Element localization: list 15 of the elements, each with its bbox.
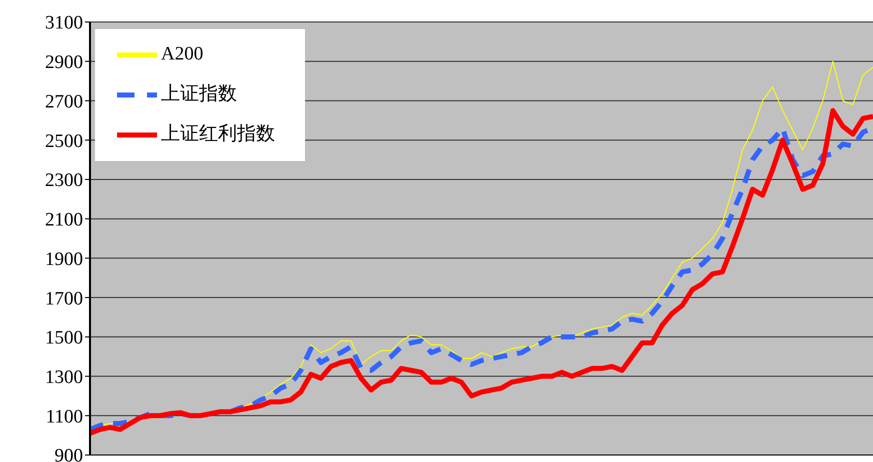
y-tick-label: 900 [54,446,83,462]
legend-label: A200 [161,43,204,64]
legend-label: 上证指数 [161,83,237,104]
y-tick-label: 1100 [46,406,83,428]
y-tick-label: 3100 [45,12,83,34]
y-tick-label: 2300 [45,170,83,192]
y-tick-label: 2100 [45,210,83,231]
y-tick-label: 2900 [45,52,83,74]
legend-label: 上证红利指数 [161,123,275,144]
y-tick-label: 2700 [45,91,83,112]
y-tick-label: 1900 [45,248,83,270]
y-tick-label: 1300 [45,367,83,388]
y-tick-label: 1500 [45,328,83,349]
y-tick-label: 1700 [45,288,83,310]
y-tick-label: 2500 [45,130,83,152]
